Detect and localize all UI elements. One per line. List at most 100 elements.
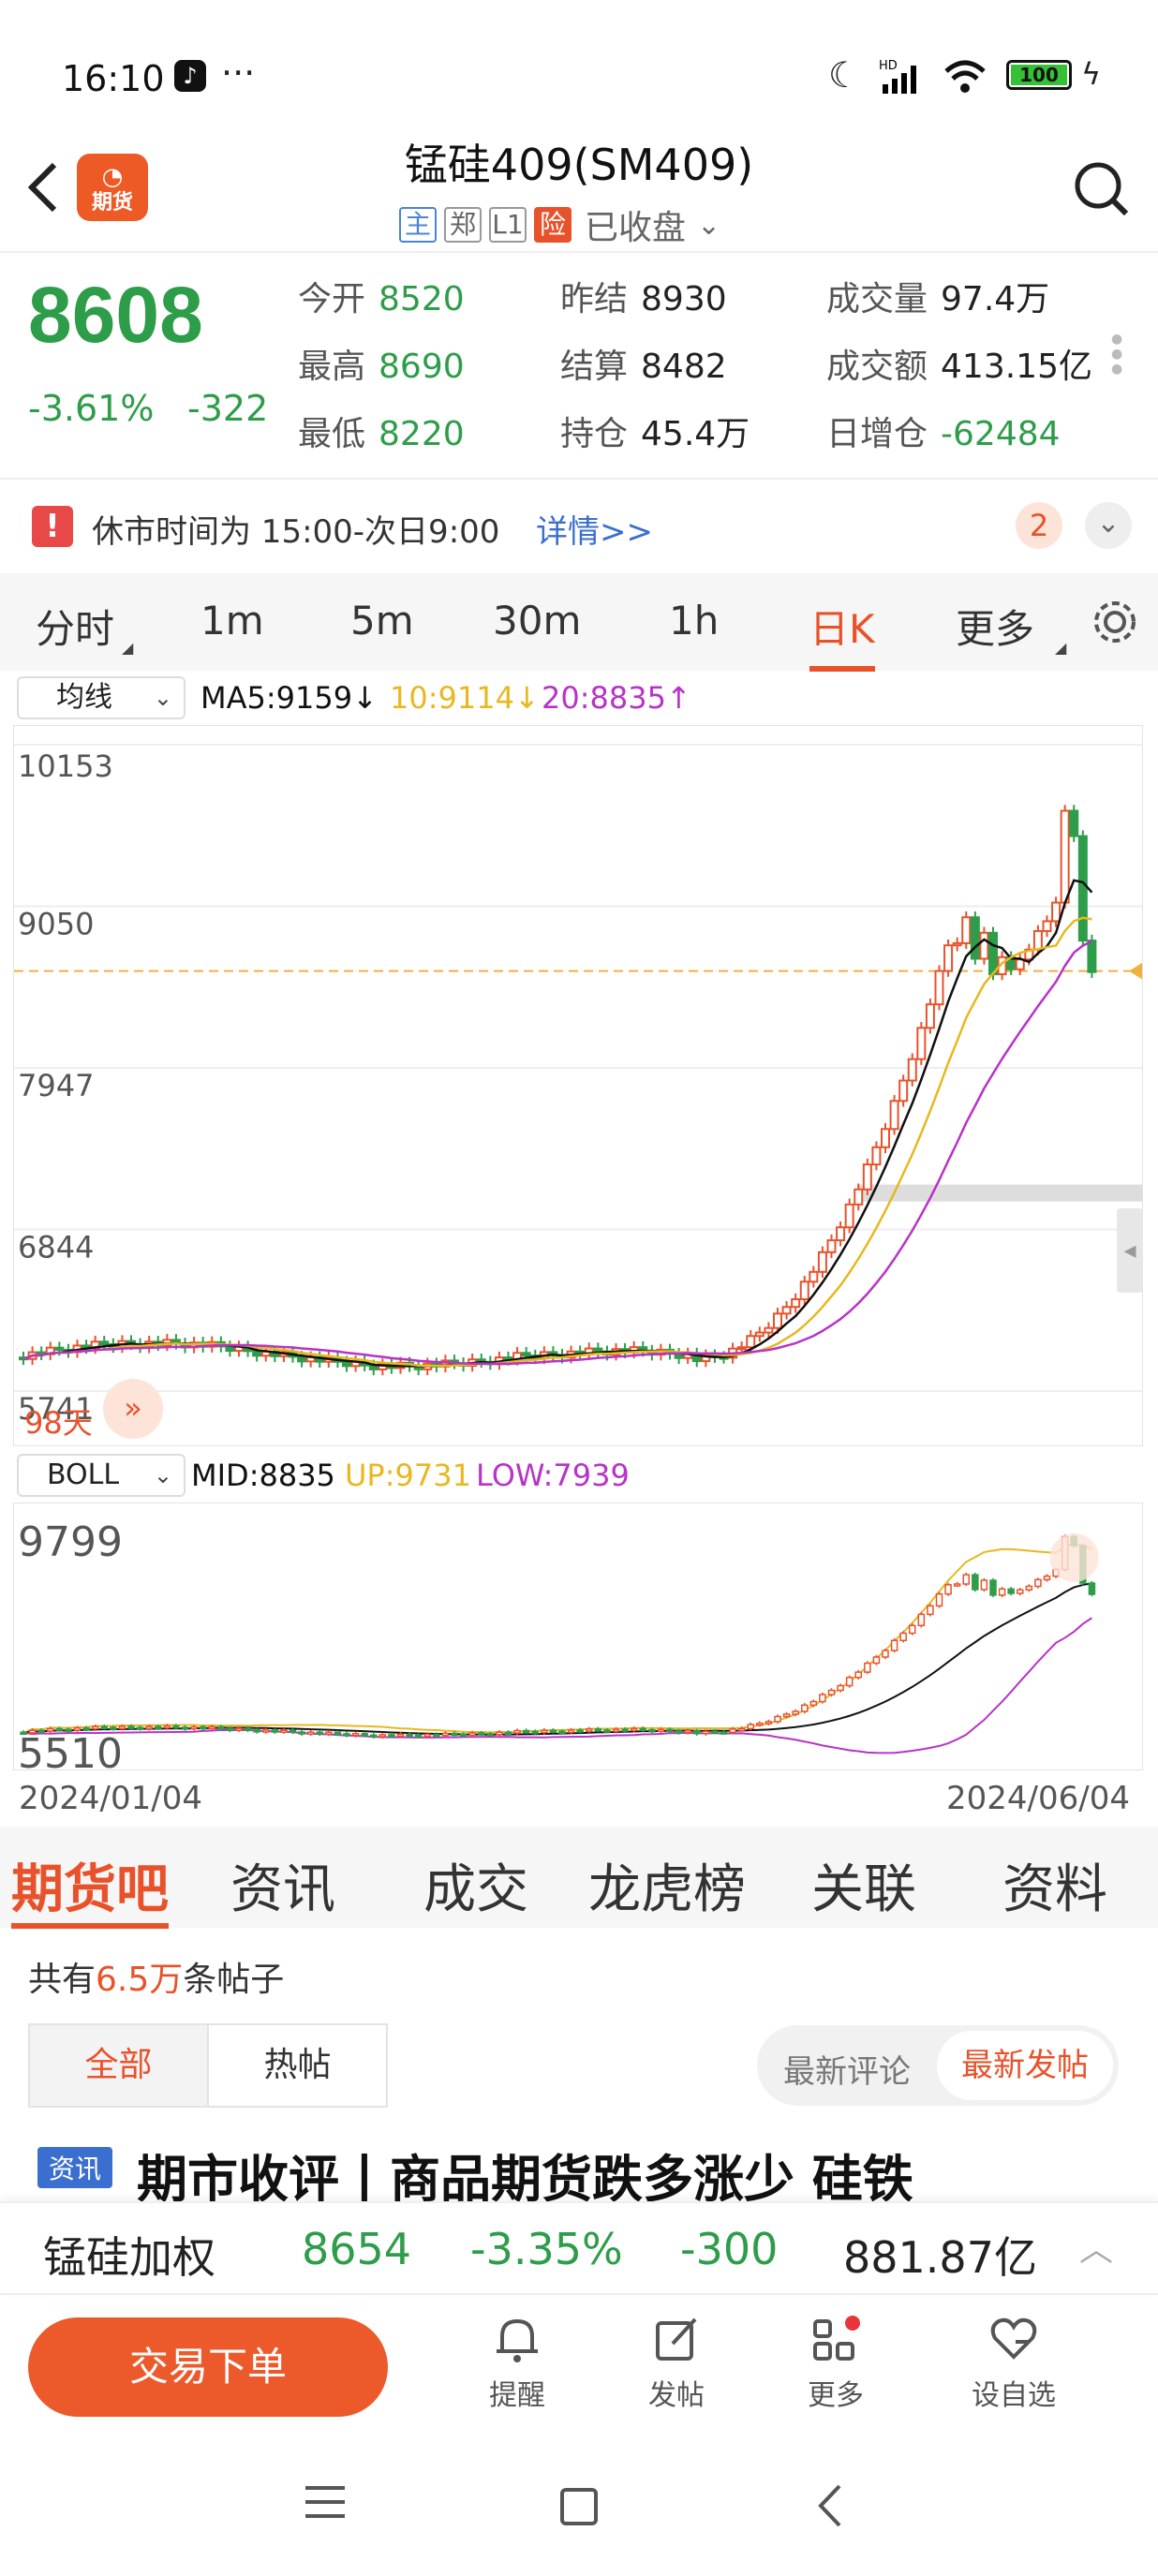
index-pct: -3.35% (470, 2224, 623, 2274)
candle-body (1088, 1582, 1096, 1595)
alert-icon: ! (32, 506, 73, 547)
notice-expand-icon[interactable]: ⌄ (1085, 502, 1132, 549)
chart-tab[interactable]: 1m (200, 598, 264, 644)
boll-up-line (22, 1542, 1092, 1734)
section-tab[interactable]: 资讯 (230, 1859, 335, 1920)
post-button[interactable]: 发帖 (620, 2314, 733, 2413)
y-tick-label: 9799 (18, 1518, 123, 1566)
candle-body (504, 1731, 512, 1735)
candle-body (1087, 940, 1097, 973)
quote-value: 8520 (379, 280, 465, 318)
candle-body (576, 1729, 584, 1733)
badge-main: 主 (399, 207, 437, 243)
candle-body (961, 916, 972, 944)
chart-tab[interactable]: 1h (669, 598, 720, 644)
candle-body (91, 1725, 99, 1730)
candle-body (603, 1729, 611, 1733)
quote-cell: 结算 8482 (560, 339, 727, 388)
post-item[interactable]: 资讯 期市收评丨商品期货跌多涨少 硅铁 (34, 2138, 1139, 2201)
side-handle[interactable]: ◂ (1117, 1208, 1143, 1293)
quote-cell: 最高 8690 (298, 339, 465, 388)
chevron-down-icon[interactable]: ⌄ (697, 208, 721, 242)
nav-back-icon[interactable] (813, 2482, 847, 2529)
more-button[interactable]: 更多 (779, 2314, 892, 2413)
y-tick-label: 5741 (18, 1391, 94, 1427)
section-tab[interactable]: 期货吧 (11, 1847, 169, 1929)
candle-body (872, 1656, 881, 1665)
candle-body (155, 1725, 162, 1729)
chart-tab[interactable]: 分时 (36, 606, 115, 652)
candle-body (871, 1146, 882, 1166)
candle-body (163, 1725, 171, 1729)
remind-button[interactable]: 提醒 (461, 2314, 573, 2413)
candle-body (1069, 809, 1079, 837)
back-icon[interactable] (24, 159, 62, 215)
chart-tab[interactable]: 更多 (956, 606, 1035, 652)
section-tab[interactable]: 龙虎榜 (588, 1859, 746, 1920)
candle-body (54, 1346, 65, 1351)
candle-body (334, 1731, 342, 1735)
trade-button[interactable]: 交易下单 (28, 2317, 388, 2417)
candle-body (342, 1360, 351, 1368)
candle-body (765, 1721, 773, 1725)
moon-icon: ☾ (828, 54, 861, 96)
candle-body (172, 1725, 180, 1729)
index-bar[interactable]: 锰硅加权 8654 -3.35% -300 881.87亿 ︿ (0, 2201, 1158, 2295)
notice-count-badge[interactable]: 2 (1016, 502, 1062, 549)
chart-tab[interactable]: 日K (809, 598, 875, 672)
candle-body (423, 1733, 431, 1738)
watchlist-button[interactable]: 设自选 (958, 2314, 1070, 2413)
section-tab[interactable]: 资料 (1002, 1859, 1107, 1920)
svg-text:HD: HD (879, 59, 898, 73)
boll-chart[interactable]: 9799 5510 (13, 1503, 1143, 1770)
chart-tab[interactable]: 30m (493, 598, 582, 644)
candle-body (988, 931, 998, 976)
filter-all[interactable]: 全部 (30, 2025, 207, 2106)
battery-icon: 100 (1006, 60, 1072, 90)
candle-body (844, 1203, 854, 1229)
candle-body (711, 1730, 719, 1735)
candle-body (720, 1731, 728, 1735)
nav-menu-icon[interactable] (305, 2486, 345, 2518)
chevron-up-icon[interactable]: ︿ (1079, 2230, 1114, 2269)
chart-tab[interactable]: 5m (350, 598, 414, 644)
candle-body (1051, 901, 1062, 923)
candle-body (1042, 920, 1052, 932)
candle-body (513, 1729, 521, 1734)
candle-body (379, 1734, 387, 1738)
section-tab[interactable]: 关联 (811, 1859, 916, 1920)
candle-body (1017, 1589, 1024, 1594)
quote-label: 最高 (298, 348, 366, 386)
candle-body (253, 1729, 260, 1733)
sort-latest-comment[interactable]: 最新评论 (783, 2053, 911, 2091)
sort-latest-post[interactable]: 最新发帖 (937, 2031, 1113, 2100)
expand-range-icon[interactable]: » (103, 1379, 163, 1439)
candle-body (361, 1733, 368, 1737)
candle-body (737, 1727, 746, 1732)
search-icon[interactable] (1072, 159, 1132, 219)
candle-body (478, 1732, 485, 1736)
candle-body (781, 1306, 792, 1315)
post-filter: 全部 热帖 (28, 2023, 388, 2108)
quote-label: 成交额 (826, 348, 928, 386)
more-vertical-icon[interactable]: ● ● ● (1111, 332, 1123, 377)
quote-label: 结算 (560, 348, 629, 386)
quote-value: 8220 (379, 415, 465, 453)
candle-body (118, 1725, 126, 1729)
candle-body (1015, 958, 1025, 970)
notice-link[interactable]: 详情>> (536, 513, 653, 551)
candle-body (684, 1730, 691, 1734)
boll-low: LOW:7939 (476, 1458, 630, 1493)
candle-body (217, 1725, 225, 1730)
kline-chart[interactable]: 10153 9050 7947 6844 5741 (13, 725, 1143, 1446)
filter-hot[interactable]: 热帖 (207, 2025, 386, 2106)
nav-home-icon[interactable] (560, 2488, 598, 2525)
settings-gear-icon[interactable] (1089, 596, 1141, 648)
ma-select[interactable]: 均线 ⌄ (17, 676, 186, 719)
section-tab[interactable]: 成交 (423, 1859, 528, 1920)
candle-body (594, 1728, 602, 1732)
boll-select[interactable]: BOLL ⌄ (17, 1454, 186, 1497)
market-status[interactable]: 已收盘 (585, 209, 687, 247)
candle-body (944, 1584, 952, 1595)
candle-body (370, 1734, 378, 1739)
